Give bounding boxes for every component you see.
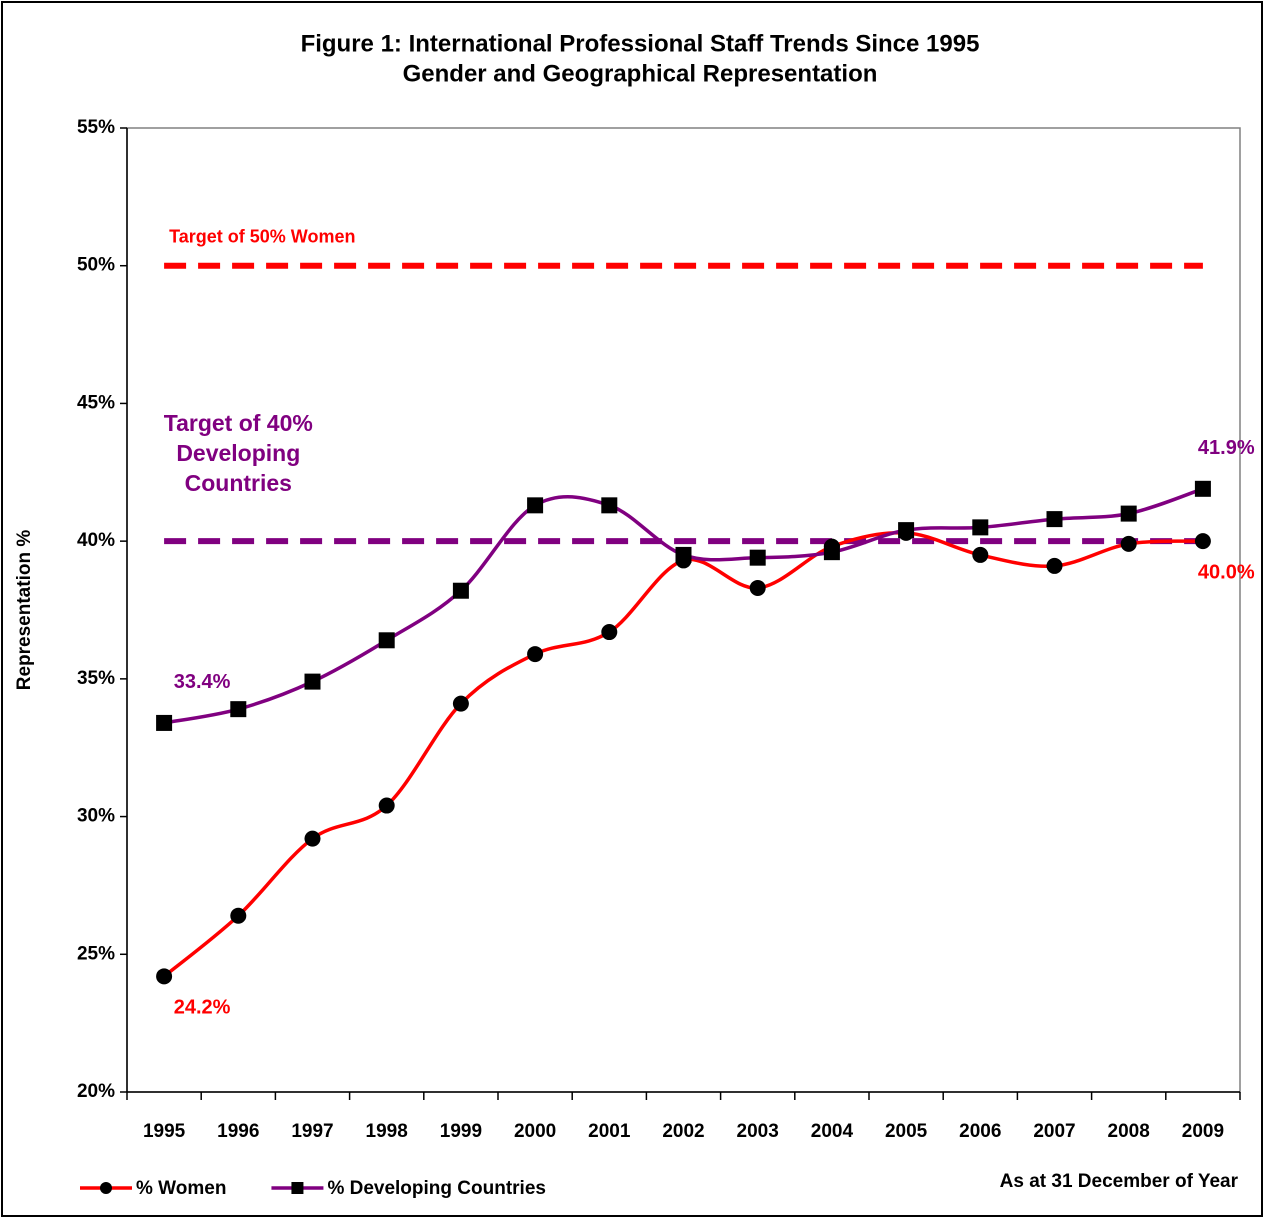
point: [823, 544, 840, 561]
x-tick-label: 2007: [1033, 1121, 1075, 1142]
x-tick-label: 2009: [1182, 1121, 1224, 1142]
x-tick-label: 1998: [366, 1121, 408, 1142]
y-tick-label: 50%: [77, 255, 115, 276]
point: [378, 797, 395, 814]
x-tick-label: 1996: [217, 1121, 259, 1142]
point: [601, 624, 618, 641]
point: [1046, 557, 1063, 574]
target-label: Target of 40%: [164, 410, 313, 436]
y-tick-label: 20%: [77, 1081, 115, 1102]
legend-marker: [291, 1182, 304, 1194]
y-axis-label: Representation %: [14, 530, 35, 691]
legend-marker: [100, 1182, 112, 1194]
target-label: Countries: [185, 470, 292, 496]
note: As at 31 December of Year: [1000, 1171, 1239, 1192]
point: [601, 497, 618, 514]
point: [230, 907, 247, 924]
point: [230, 701, 247, 718]
target-label: Developing: [176, 440, 300, 466]
x-tick-label: 2000: [514, 1121, 556, 1142]
y-tick-label: 35%: [77, 668, 115, 689]
point: [527, 646, 544, 663]
x-tick-label: 2005: [885, 1121, 928, 1142]
legend-label: % Developing Countries: [327, 1178, 546, 1199]
series-line: [163, 487, 1204, 725]
y-tick-label: 30%: [77, 806, 115, 827]
point: [304, 673, 321, 690]
point: [156, 714, 173, 731]
x-tick-label: 2004: [811, 1121, 854, 1142]
point: [1194, 480, 1211, 497]
x-tick-label: 1997: [291, 1121, 333, 1142]
y-tick-label: 45%: [77, 392, 115, 413]
point: [749, 549, 766, 566]
point: [452, 582, 469, 599]
point: [972, 519, 989, 536]
point: [304, 830, 321, 847]
point: [749, 579, 766, 596]
point: [378, 632, 395, 649]
point: [898, 522, 915, 539]
data-label: 41.9%: [1198, 437, 1255, 459]
y-tick-label: 40%: [77, 530, 115, 551]
point: [972, 546, 989, 563]
data-label: 40.0%: [1198, 561, 1255, 583]
x-tick-label: 2002: [662, 1121, 704, 1142]
legend-label: % Women: [136, 1178, 226, 1199]
y-tick-label: 25%: [77, 943, 115, 964]
series-line: [162, 530, 1203, 978]
point: [452, 695, 469, 712]
data-label: 24.2%: [174, 997, 231, 1019]
x-tick-label: 1999: [440, 1121, 482, 1142]
point: [156, 968, 173, 985]
point: [527, 497, 544, 514]
x-tick-label: 1995: [143, 1121, 186, 1142]
chart-title: Figure 1: International Professional Sta…: [301, 30, 980, 57]
data-label: 33.4%: [174, 671, 231, 693]
x-tick-label: 2003: [737, 1121, 779, 1142]
target-label: Target of 50% Women: [169, 226, 355, 246]
point: [1120, 535, 1137, 552]
y-tick-label: 55%: [77, 117, 115, 138]
point: [675, 546, 692, 563]
point: [1046, 511, 1063, 528]
chart-subtitle: Gender and Geographical Representation: [403, 60, 878, 87]
x-tick-label: 2006: [959, 1121, 1001, 1142]
x-tick-label: 2008: [1108, 1121, 1150, 1142]
point: [1120, 505, 1137, 522]
x-tick-label: 2001: [588, 1121, 631, 1142]
point: [1194, 533, 1211, 550]
